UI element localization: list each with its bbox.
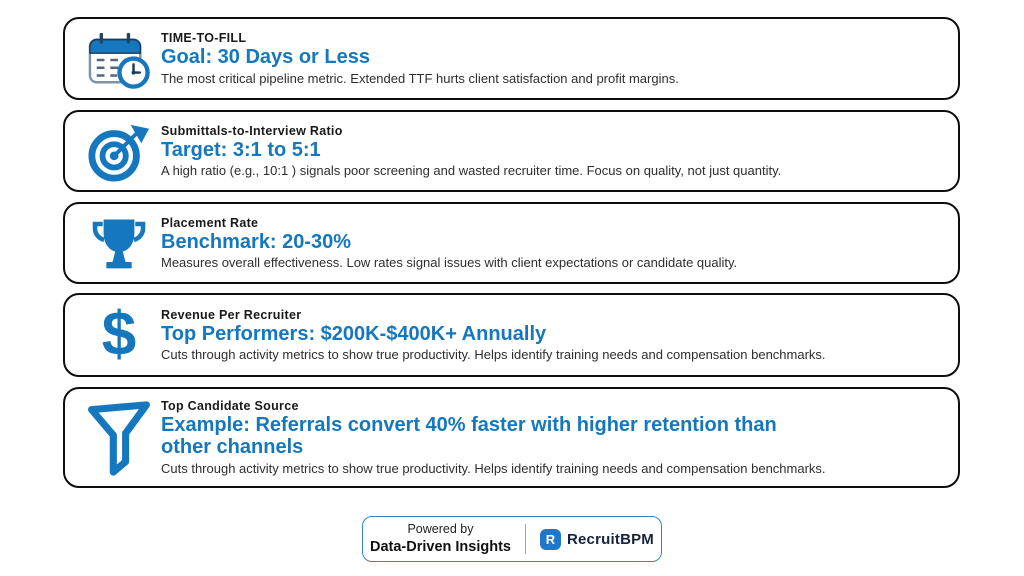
card-headline: Benchmark: 20-30%	[161, 230, 352, 253]
card-title: TIME-TO-FILL	[161, 31, 247, 46]
recruitbpm-logo-text: RecruitBPM	[566, 530, 654, 548]
trophy-icon	[79, 213, 159, 273]
powered-by-label: Powered by	[407, 522, 474, 537]
card-description: A high ratio (e.g., 10:1 ) signals poor …	[161, 163, 782, 179]
recruitbpm-logo-icon: R	[539, 528, 561, 550]
calendar-clock-icon	[79, 28, 159, 90]
metric-card-revenue-per-recruiter: $ Revenue Per Recruiter Top Performers: …	[63, 293, 960, 377]
card-description: Measures overall effectiveness. Low rate…	[161, 255, 738, 271]
metric-card-time-to-fill: TIME-TO-FILL Goal: 30 Days or Less The m…	[63, 17, 960, 100]
metric-card-placement-rate: Placement Rate Benchmark: 20-30% Measure…	[63, 202, 960, 284]
card-headline: Example: Referrals convert 40% faster wi…	[161, 414, 777, 458]
card-headline: Top Performers: $200K-$400K+ Annually	[161, 322, 547, 345]
card-title: Submittals-to-Interview Ratio	[161, 123, 343, 138]
funnel-icon	[79, 397, 159, 479]
recruitbpm-logo: R RecruitBPM	[539, 528, 654, 550]
powered-by-badge: Powered by Data-Driven Insights R Recrui…	[362, 516, 662, 562]
card-description: Cuts through activity metrics to show tr…	[161, 347, 826, 363]
card-title: Revenue Per Recruiter	[161, 307, 302, 322]
metric-card-top-candidate-source: Top Candidate Source Example: Referrals …	[63, 387, 960, 488]
card-description: Cuts through activity metrics to show tr…	[161, 460, 826, 476]
badge-divider	[524, 524, 526, 554]
dollar-icon: $	[101, 300, 137, 369]
data-driven-insights-label: Data-Driven Insights	[369, 538, 511, 555]
metric-card-submittals-ratio: Submittals-to-Interview Ratio Target: 3:…	[63, 110, 960, 192]
target-dart-icon	[79, 120, 159, 182]
card-headline: Target: 3:1 to 5:1	[161, 138, 321, 161]
card-headline: Goal: 30 Days or Less	[161, 46, 370, 69]
card-title: Placement Rate	[161, 215, 259, 230]
card-description: The most critical pipeline metric. Exten…	[161, 70, 679, 86]
card-title: Top Candidate Source	[161, 399, 299, 414]
